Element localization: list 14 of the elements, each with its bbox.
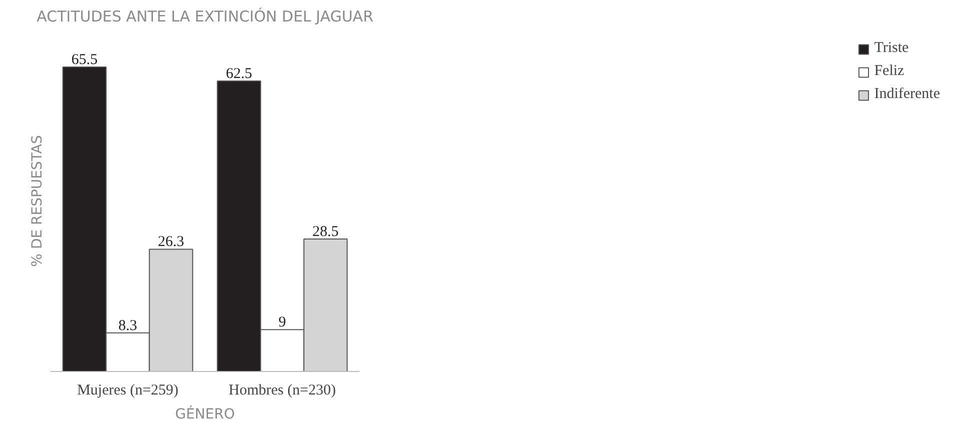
x-tick-label: Mujeres (n=259) — [77, 382, 178, 398]
data-label: 62.5 — [226, 66, 252, 82]
chart-title: ACTITUDES ANTE LA EXTINCIÓN DEL JAGUAR — [36, 8, 374, 26]
y-axis-title: % DE RESPUESTAS — [30, 135, 46, 267]
data-label: 9 — [278, 314, 286, 331]
data-label: 65.5 — [71, 52, 98, 68]
data-label: 28.5 — [312, 224, 339, 240]
data-label: 26.3 — [158, 234, 184, 250]
legend-label: Feliz — [874, 63, 904, 80]
data-label: 8.3 — [118, 318, 138, 334]
legend-label: Triste — [874, 40, 909, 57]
x-axis-title: GÉNERO — [175, 406, 235, 422]
x-tick-label: Hombres (n=230) — [228, 382, 336, 398]
legend-label: Indiferente — [874, 86, 940, 103]
